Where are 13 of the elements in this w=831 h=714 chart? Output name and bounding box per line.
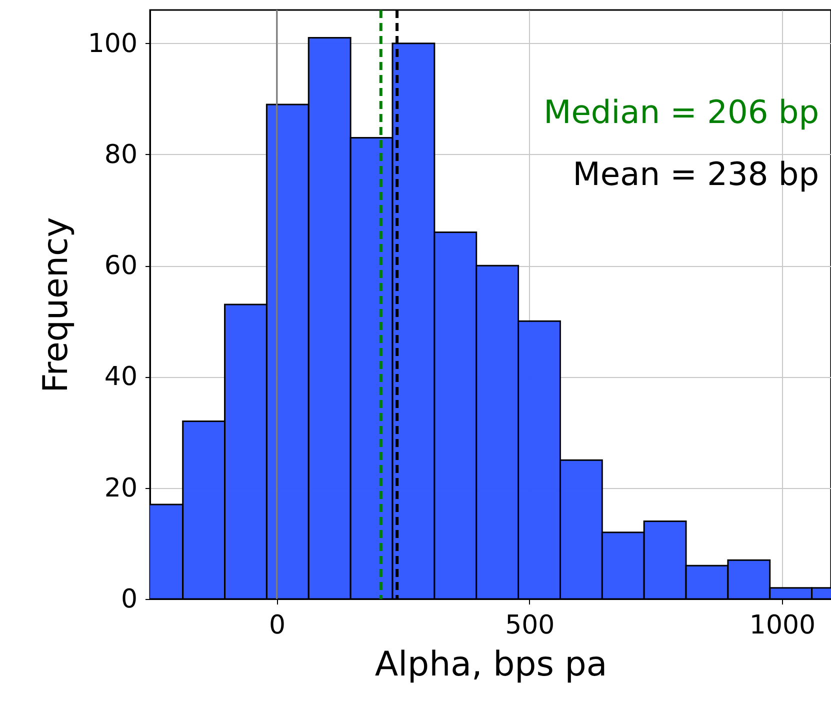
x-tick-label: 500 [505,610,555,640]
y-tick-label: 0 [120,584,138,614]
y-tick-label: 100 [88,28,138,59]
y-tick-label: 20 [104,473,138,504]
y-tick-label: 80 [104,140,138,170]
x-tick-label: 1000 [749,610,816,640]
ref-line-label: Mean = 238 bp [572,155,819,193]
ref-line-label: Median = 206 bp [544,93,819,131]
x-tick-label: 0 [269,610,286,640]
x-axis-title: Alpha, bps pa [374,644,608,684]
y-tick-label: 40 [104,362,138,392]
y-tick-label: 60 [104,251,138,282]
y-axis-title: Frequency [36,217,76,393]
